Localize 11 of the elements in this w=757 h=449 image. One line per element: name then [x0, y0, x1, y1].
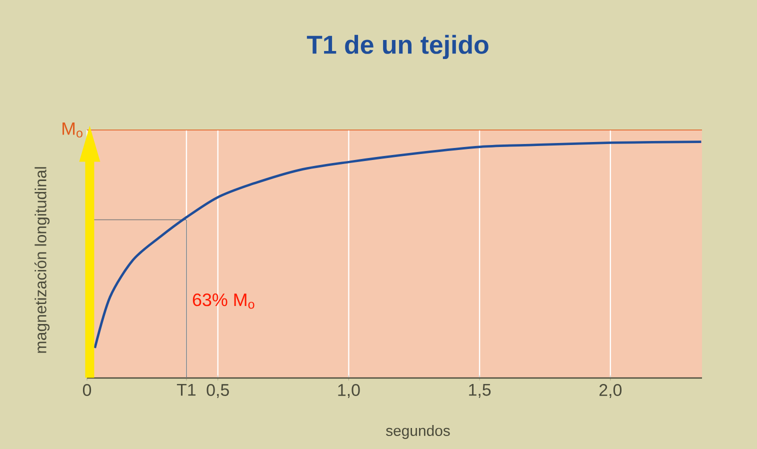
x-tick-label: 0,5 — [206, 384, 229, 398]
x-axis-title: segundos — [386, 425, 450, 439]
x-tick-label: 0 — [82, 384, 92, 396]
x-tick-label: T1 — [176, 384, 196, 396]
chart-title: T1 de un tejido — [306, 34, 488, 60]
x-tick-label: 1,5 — [469, 384, 491, 398]
y-axis-title: magnetización longitudinal — [34, 167, 50, 353]
ref-line-label: M$_{o}$ — [62, 122, 82, 138]
annotation: 63% M$_{o}$ — [192, 293, 254, 309]
x-tick-label: 2,0 — [600, 384, 622, 398]
x-tick-label: 1,0 — [338, 384, 360, 398]
